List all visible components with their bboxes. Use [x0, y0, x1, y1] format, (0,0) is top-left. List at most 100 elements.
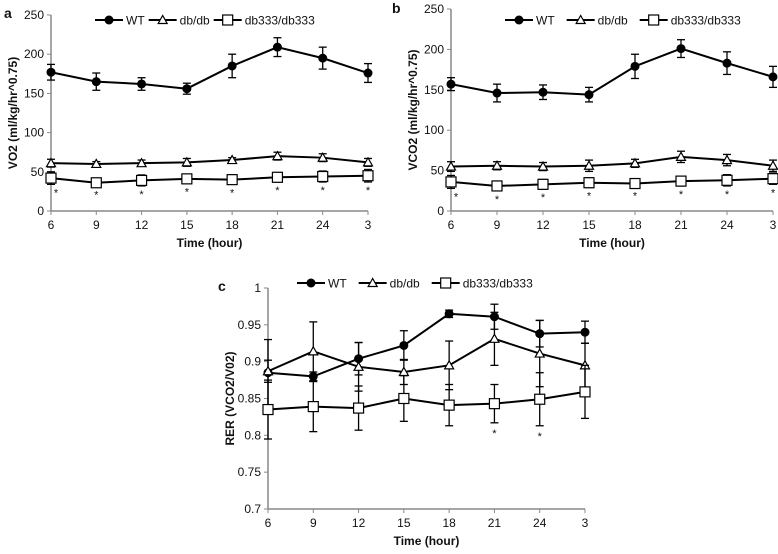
data-point-db/db [629, 157, 641, 168]
x-tick-label: 15 [397, 516, 411, 530]
legend-label: db333/db333 [245, 14, 315, 28]
data-point-db/db [90, 158, 102, 169]
data-point-WT [630, 61, 640, 71]
y-tick-label: 150 [24, 86, 44, 100]
data-point-db/db [491, 160, 503, 170]
panel-label: b [392, 0, 401, 16]
y-tick-label: 0.7 [244, 502, 261, 516]
data-point-WT [272, 42, 282, 52]
series-line-db333/db333 [267, 390, 586, 411]
x-tick-label: 3 [770, 218, 777, 232]
legend-marker [222, 14, 234, 26]
x-tick-label: 24 [316, 218, 330, 232]
data-point-db333/db333 [579, 386, 591, 398]
data-point-db/db [181, 156, 193, 167]
data-point-db/db [45, 157, 57, 168]
legend-label: db/db [390, 277, 420, 291]
x-tick-label: 9 [494, 218, 501, 232]
x-tick-label: 6 [48, 218, 55, 232]
data-point-db333/db333 [45, 172, 57, 184]
data-point-db333/db333 [271, 171, 284, 183]
data-point-db/db [362, 156, 374, 167]
data-point-WT [538, 87, 548, 97]
data-point-WT [91, 77, 101, 87]
series-line-db/db [450, 155, 774, 168]
data-point-db333/db333 [181, 173, 193, 185]
data-point-WT [46, 67, 56, 77]
y-tick-label: 200 [424, 42, 444, 56]
significance-star: * [454, 191, 459, 203]
significance-star: * [230, 187, 235, 199]
data-point-db/db [317, 151, 329, 162]
x-tick-label: 18 [225, 218, 239, 232]
x-axis-title: Time (hour) [394, 534, 460, 548]
x-axis-title: Time (hour) [177, 236, 243, 250]
x-tick-label: 18 [442, 516, 456, 530]
x-tick-label: 24 [533, 516, 547, 530]
data-point-db/db [353, 361, 365, 371]
series-line-WT [267, 312, 586, 378]
significance-star: * [495, 194, 500, 206]
x-tick-label: 12 [352, 516, 366, 530]
x-tick-label: 9 [310, 516, 317, 530]
x-axis-title: Time (hour) [579, 236, 645, 250]
y-tick-label: 100 [24, 126, 44, 140]
series-line-WT [450, 47, 774, 96]
y-tick-label: 50 [31, 165, 45, 179]
data-point-WT [318, 53, 328, 63]
y-axis-title: VO2 (ml/kg/hr^0.75) [6, 57, 20, 169]
data-point-db333/db333 [675, 175, 687, 187]
panel-label: c [218, 278, 226, 294]
y-tick-label: 100 [424, 123, 444, 137]
data-point-db/db [767, 160, 778, 170]
data-point-WT [584, 90, 594, 100]
y-tick-label: 250 [424, 2, 444, 16]
data-point-WT [137, 79, 147, 89]
x-tick-label: 15 [180, 218, 194, 232]
legend-marker [157, 14, 169, 25]
data-point-WT [580, 327, 590, 337]
data-point-WT [363, 68, 373, 78]
legend-marker [367, 277, 379, 288]
data-point-db333/db333 [317, 170, 329, 183]
data-point-WT [399, 340, 409, 350]
x-tick-label: 21 [488, 516, 502, 530]
significance-star: * [94, 190, 99, 202]
data-point-db333/db333 [767, 173, 778, 185]
series-line-db333/db333 [50, 174, 369, 184]
data-point-WT [182, 84, 192, 94]
data-point-db333/db333 [307, 401, 319, 413]
significance-star: * [366, 185, 371, 197]
legend-label: db/db [180, 14, 210, 28]
x-tick-label: 9 [93, 218, 100, 232]
data-point-db/db [443, 359, 455, 370]
legend-label: db333/db333 [463, 277, 533, 291]
legend-label: WT [536, 14, 555, 28]
data-point-db/db [488, 333, 500, 343]
data-point-db/db [136, 157, 148, 168]
significance-star: * [725, 189, 730, 201]
y-tick-label: 0.8 [244, 428, 261, 442]
x-tick-label: 15 [582, 218, 596, 232]
legend-label: db333/db333 [671, 14, 741, 28]
data-point-db/db [583, 160, 595, 170]
data-point-db333/db333 [629, 177, 641, 190]
y-tick-label: 1 [254, 281, 261, 295]
data-point-db333/db333 [491, 180, 503, 192]
x-tick-label: 12 [135, 218, 149, 232]
data-point-WT [227, 61, 237, 71]
legend-marker [648, 14, 660, 26]
y-tick-label: 150 [424, 83, 444, 97]
x-tick-label: 18 [628, 218, 642, 232]
legend-marker [514, 15, 524, 25]
data-point-db333/db333 [443, 399, 455, 411]
significance-star: * [54, 187, 59, 199]
data-point-WT [492, 88, 502, 98]
data-point-db333/db333 [488, 398, 501, 410]
data-point-db333/db333 [262, 403, 274, 416]
data-point-db333/db333 [537, 178, 549, 190]
y-tick-label: 0.75 [238, 465, 262, 479]
data-point-db333/db333 [721, 174, 733, 186]
data-point-db/db [721, 154, 733, 165]
